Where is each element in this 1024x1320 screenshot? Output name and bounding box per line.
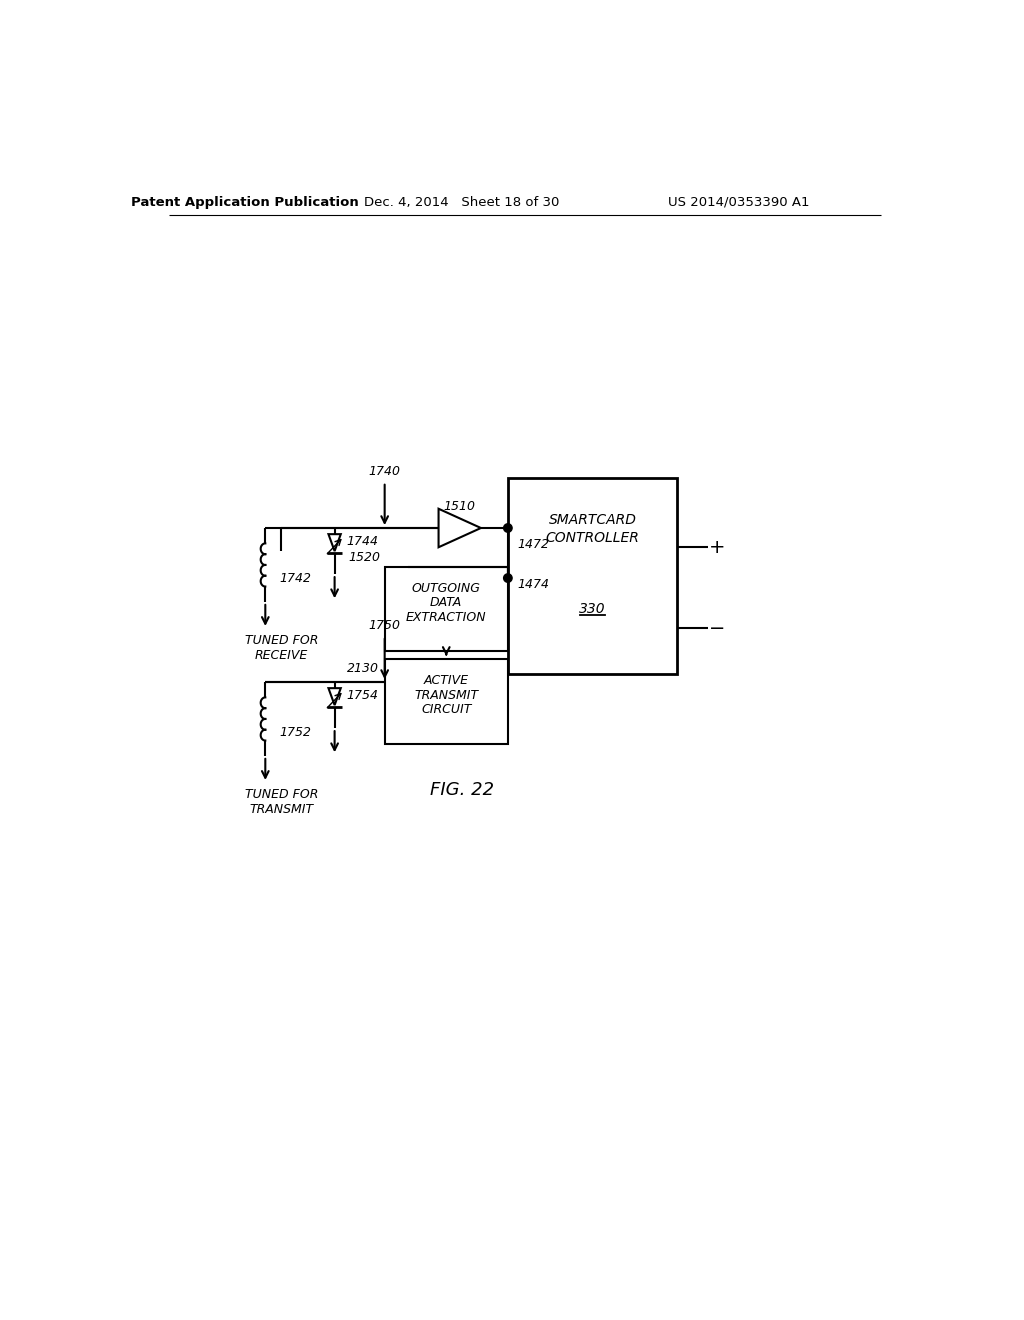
Text: 1744: 1744 (346, 536, 378, 548)
Text: 1510: 1510 (443, 500, 476, 513)
Text: −: − (709, 619, 725, 638)
Bar (508, 478, 677, 675)
Text: EXTRACTION: EXTRACTION (406, 611, 486, 624)
Bar (385, 566, 508, 651)
Text: 1754: 1754 (346, 689, 378, 702)
Text: ACTIVE: ACTIVE (424, 675, 469, 686)
Text: Patent Application Publication: Patent Application Publication (131, 195, 358, 209)
Text: 1474: 1474 (517, 578, 549, 591)
Text: +: + (709, 537, 726, 557)
Text: RECEIVE: RECEIVE (255, 649, 308, 663)
Bar (385, 659, 508, 743)
Text: 330: 330 (580, 602, 606, 616)
Text: 1520: 1520 (349, 550, 381, 564)
Text: CONTROLLER: CONTROLLER (546, 531, 640, 545)
Text: TUNED FOR: TUNED FOR (245, 634, 318, 647)
Circle shape (504, 524, 512, 532)
Text: 1750: 1750 (369, 619, 400, 632)
Text: TRANSMIT: TRANSMIT (250, 804, 313, 816)
Text: 1752: 1752 (280, 726, 311, 739)
Text: Dec. 4, 2014   Sheet 18 of 30: Dec. 4, 2014 Sheet 18 of 30 (364, 195, 559, 209)
Text: TUNED FOR: TUNED FOR (245, 788, 318, 801)
Text: 1740: 1740 (369, 465, 400, 478)
Text: DATA: DATA (430, 597, 463, 610)
Text: OUTGOING: OUTGOING (412, 582, 480, 594)
Text: 1742: 1742 (280, 573, 311, 585)
Text: 2130: 2130 (346, 661, 379, 675)
Text: TRANSMIT: TRANSMIT (414, 689, 478, 702)
Text: 1472: 1472 (517, 539, 549, 552)
Text: CIRCUIT: CIRCUIT (421, 704, 471, 717)
Circle shape (504, 574, 512, 582)
Text: FIG. 22: FIG. 22 (430, 781, 494, 799)
Text: SMARTCARD: SMARTCARD (549, 513, 637, 527)
Text: US 2014/0353390 A1: US 2014/0353390 A1 (668, 195, 810, 209)
